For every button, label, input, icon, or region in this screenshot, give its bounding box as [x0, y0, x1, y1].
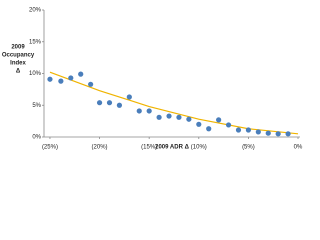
trendline — [49, 71, 299, 135]
x-tick-label: (15%) — [141, 145, 157, 151]
x-tick-label: (5%) — [242, 145, 255, 151]
x-tick-label: (20%) — [92, 145, 108, 151]
x-tick-label: (25%) — [42, 145, 58, 151]
point — [255, 129, 261, 135]
point — [285, 131, 291, 137]
point — [176, 114, 182, 120]
y-axis-title: Δ — [16, 69, 21, 75]
point — [146, 108, 152, 114]
point — [265, 130, 271, 136]
y-tick-label: 10% — [29, 71, 42, 77]
y-tick-label: 15% — [29, 39, 42, 45]
point — [225, 122, 232, 128]
point — [156, 114, 162, 120]
point — [78, 71, 84, 77]
point — [106, 100, 113, 106]
point — [88, 81, 94, 87]
y-tick-label: 0% — [32, 135, 41, 141]
point — [116, 102, 123, 108]
point — [126, 94, 132, 100]
point — [235, 127, 242, 133]
point — [166, 113, 172, 119]
y-axis-title: 2009 — [11, 45, 25, 51]
x-tick-label: 0% — [294, 145, 303, 151]
point — [206, 126, 212, 132]
point — [196, 121, 202, 127]
y-axis-title: Occupancy — [2, 53, 35, 59]
point — [275, 131, 281, 137]
y-tick-label: 20% — [29, 8, 42, 14]
point — [47, 76, 53, 82]
y-axis-title: Index — [10, 61, 26, 67]
point — [245, 127, 252, 133]
point — [68, 75, 74, 81]
x-axis-title: 2009 ADR Δ — [155, 145, 189, 151]
point — [58, 78, 64, 84]
point — [186, 116, 192, 122]
point — [136, 108, 142, 114]
chart: 2009 ADR Δ 2009 Occupancy Index Δ 0% 5% 10… — [2, 8, 303, 151]
x-tick-label: (10%) — [191, 145, 207, 151]
point — [96, 100, 103, 106]
y-tick-label: 5% — [32, 103, 41, 109]
point — [216, 117, 222, 123]
